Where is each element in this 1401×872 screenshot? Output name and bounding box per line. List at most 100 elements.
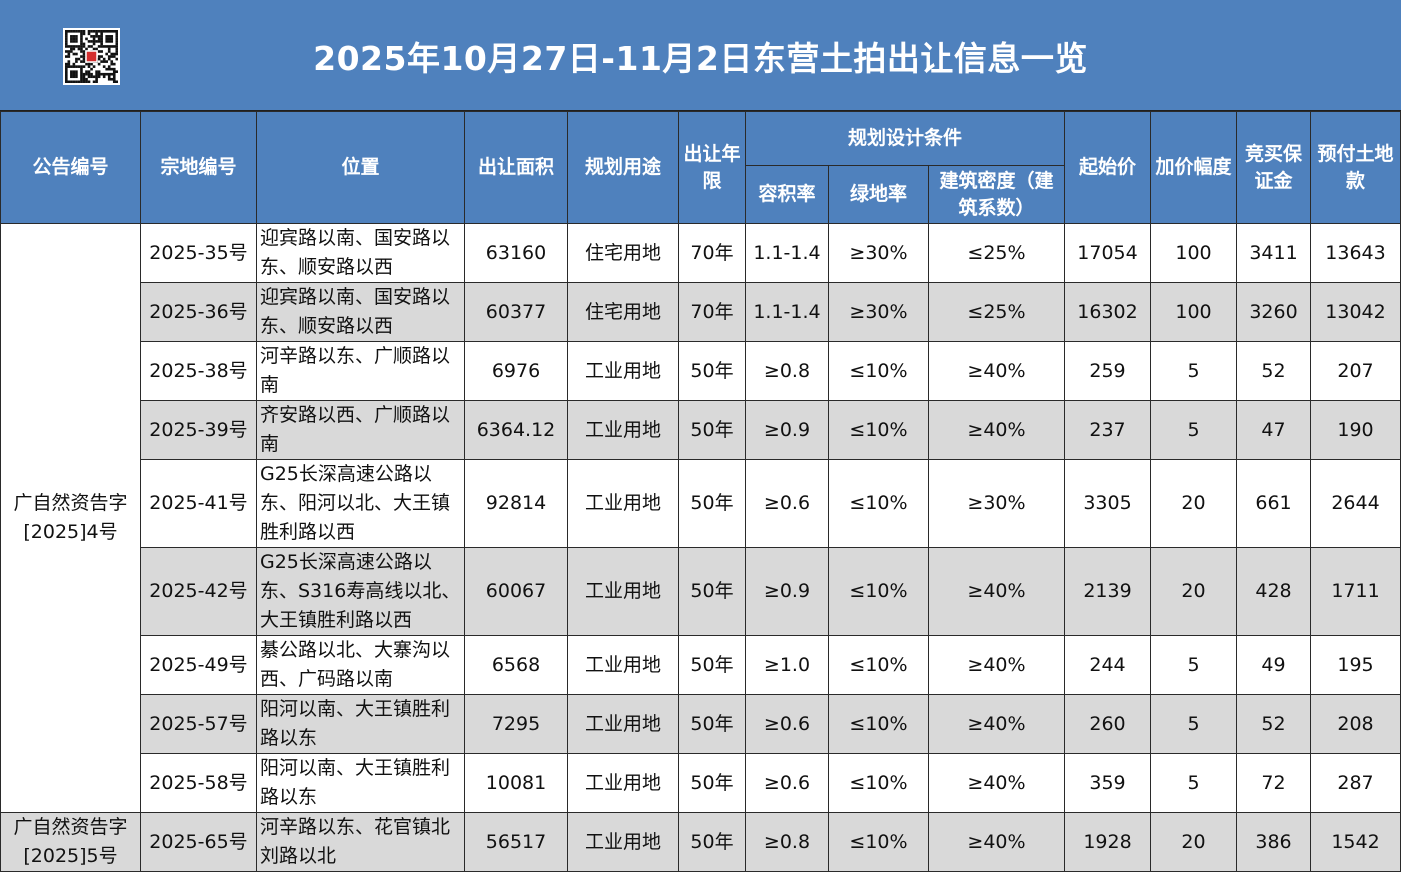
green-cell: ≤10% [828, 459, 929, 548]
title-bar: 2025年10月27日-11月2日东营土拍出让信息一览 [0, 0, 1401, 111]
density-cell: ≥40% [928, 341, 1065, 401]
area-cell: 7295 [464, 694, 568, 754]
header-start-price: 起始价 [1064, 111, 1151, 224]
far-cell: ≥0.8 [745, 812, 829, 872]
increment-cell: 100 [1150, 223, 1237, 283]
deposit-cell: 47 [1236, 400, 1311, 460]
green-cell: ≥30% [828, 223, 929, 283]
green-cell: ≥30% [828, 282, 929, 342]
density-cell: ≥40% [928, 635, 1065, 695]
deposit-cell: 386 [1236, 812, 1311, 872]
far-cell: ≥0.6 [745, 459, 829, 548]
far-cell: ≥0.6 [745, 694, 829, 754]
term-cell: 50年 [678, 400, 746, 460]
density-cell: ≥40% [928, 753, 1065, 813]
start-price-cell: 359 [1064, 753, 1151, 813]
term-cell: 70年 [678, 223, 746, 283]
notice-number-cell: 广自然资告字[2025]4号 [0, 223, 141, 813]
deposit-cell: 3411 [1236, 223, 1311, 283]
parcel-cell: 2025-41号 [140, 459, 257, 548]
parcel-cell: 2025-65号 [140, 812, 257, 872]
term-cell: 50年 [678, 341, 746, 401]
area-cell: 60377 [464, 282, 568, 342]
density-cell: ≤25% [928, 282, 1065, 342]
table-row: 2025-58号 阳河以南、大王镇胜利路以东 10081 工业用地 50年 ≥0… [1, 753, 1401, 813]
density-cell: ≥40% [928, 400, 1065, 460]
deposit-cell: 3260 [1236, 282, 1311, 342]
increment-cell: 5 [1150, 753, 1237, 813]
header-term: 出让年限 [678, 111, 746, 224]
far-cell: 1.1-1.4 [745, 223, 829, 283]
parcel-cell: 2025-39号 [140, 400, 257, 460]
prepay-cell: 195 [1310, 635, 1401, 695]
term-cell: 50年 [678, 547, 746, 636]
area-cell: 60067 [464, 547, 568, 636]
table-row: 广自然资告字[2025]4号 2025-35号 迎宾路以南、国安路以东、顺安路以… [0, 223, 1401, 813]
start-price-cell: 17054 [1064, 223, 1151, 283]
increment-cell: 100 [1150, 282, 1237, 342]
parcel-cell: 2025-57号 [140, 694, 257, 754]
deposit-cell: 49 [1236, 635, 1311, 695]
deposit-cell: 52 [1236, 694, 1311, 754]
area-cell: 6364.12 [464, 400, 568, 460]
prepay-cell: 13643 [1310, 223, 1401, 283]
table-row: 2025-49号 綦公路以北、大寨沟以西、广码路以南 6568 工业用地 50年… [1, 635, 1401, 695]
header-location: 位置 [256, 111, 465, 224]
density-cell: ≥30% [928, 459, 1065, 548]
start-price-cell: 237 [1064, 400, 1151, 460]
header-far: 容积率 [745, 165, 829, 224]
prepay-cell: 1711 [1310, 547, 1401, 636]
green-cell: ≤10% [828, 812, 929, 872]
parcel-cell: 2025-42号 [140, 547, 257, 636]
header-notice-no: 公告编号 [0, 111, 141, 224]
location-cell: 阳河以南、大王镇胜利路以东 [256, 694, 465, 754]
location-cell: 迎宾路以南、国安路以东、顺安路以西 [256, 223, 465, 283]
header-planning: 规划设计条件 [745, 111, 1065, 166]
use-cell: 工业用地 [567, 694, 679, 754]
table-row: 2025-42号 G25长深高速公路以东、S316寿高线以北、大王镇胜利路以西 … [1, 547, 1401, 636]
header-use: 规划用途 [567, 111, 679, 224]
far-cell: ≥0.8 [745, 341, 829, 401]
area-cell: 63160 [464, 223, 568, 283]
parcel-cell: 2025-36号 [140, 282, 257, 342]
table-row: 2025-41号 G25长深高速公路以东、阳河以北、大王镇胜利路以西 92814… [1, 459, 1401, 548]
table-row: 广自然资告字[2025]5号 2025-65号 河辛路以东、花官镇北刘路以北 5… [0, 812, 1401, 872]
use-cell: 住宅用地 [567, 223, 679, 283]
green-cell: ≤10% [828, 694, 929, 754]
far-cell: ≥0.9 [745, 400, 829, 460]
location-cell: 阳河以南、大王镇胜利路以东 [256, 753, 465, 813]
start-price-cell: 3305 [1064, 459, 1151, 548]
auction-table: 公告编号 宗地编号 位置 出让面积 规划用途 出让年限 规划设计条件 起始价 加… [0, 111, 1401, 872]
header-deposit: 竞买保证金 [1236, 111, 1311, 224]
prepay-cell: 287 [1310, 753, 1401, 813]
term-cell: 50年 [678, 812, 746, 872]
green-cell: ≤10% [828, 753, 929, 813]
start-price-cell: 260 [1064, 694, 1151, 754]
page-title: 2025年10月27日-11月2日东营土拍出让信息一览 [313, 38, 1088, 78]
increment-cell: 5 [1150, 635, 1237, 695]
deposit-cell: 428 [1236, 547, 1311, 636]
prepay-cell: 190 [1310, 400, 1401, 460]
term-cell: 70年 [678, 282, 746, 342]
notice-number-cell: 广自然资告字[2025]5号 [0, 812, 141, 872]
area-cell: 6568 [464, 635, 568, 695]
deposit-cell: 72 [1236, 753, 1311, 813]
parcel-cell: 2025-49号 [140, 635, 257, 695]
start-price-cell: 244 [1064, 635, 1151, 695]
location-cell: 齐安路以西、广顺路以南 [256, 400, 465, 460]
use-cell: 工业用地 [567, 341, 679, 401]
term-cell: 50年 [678, 753, 746, 813]
green-cell: ≤10% [828, 400, 929, 460]
increment-cell: 5 [1150, 694, 1237, 754]
use-cell: 工业用地 [567, 812, 679, 872]
increment-cell: 20 [1150, 547, 1237, 636]
table-row: 2025-57号 阳河以南、大王镇胜利路以东 7295 工业用地 50年 ≥0.… [1, 694, 1401, 754]
prepay-cell: 1542 [1310, 812, 1401, 872]
use-cell: 住宅用地 [567, 282, 679, 342]
green-cell: ≤10% [828, 547, 929, 636]
header-green: 绿地率 [828, 165, 929, 224]
area-cell: 92814 [464, 459, 568, 548]
qr-code-icon [63, 28, 120, 85]
header-area: 出让面积 [464, 111, 568, 224]
start-price-cell: 16302 [1064, 282, 1151, 342]
